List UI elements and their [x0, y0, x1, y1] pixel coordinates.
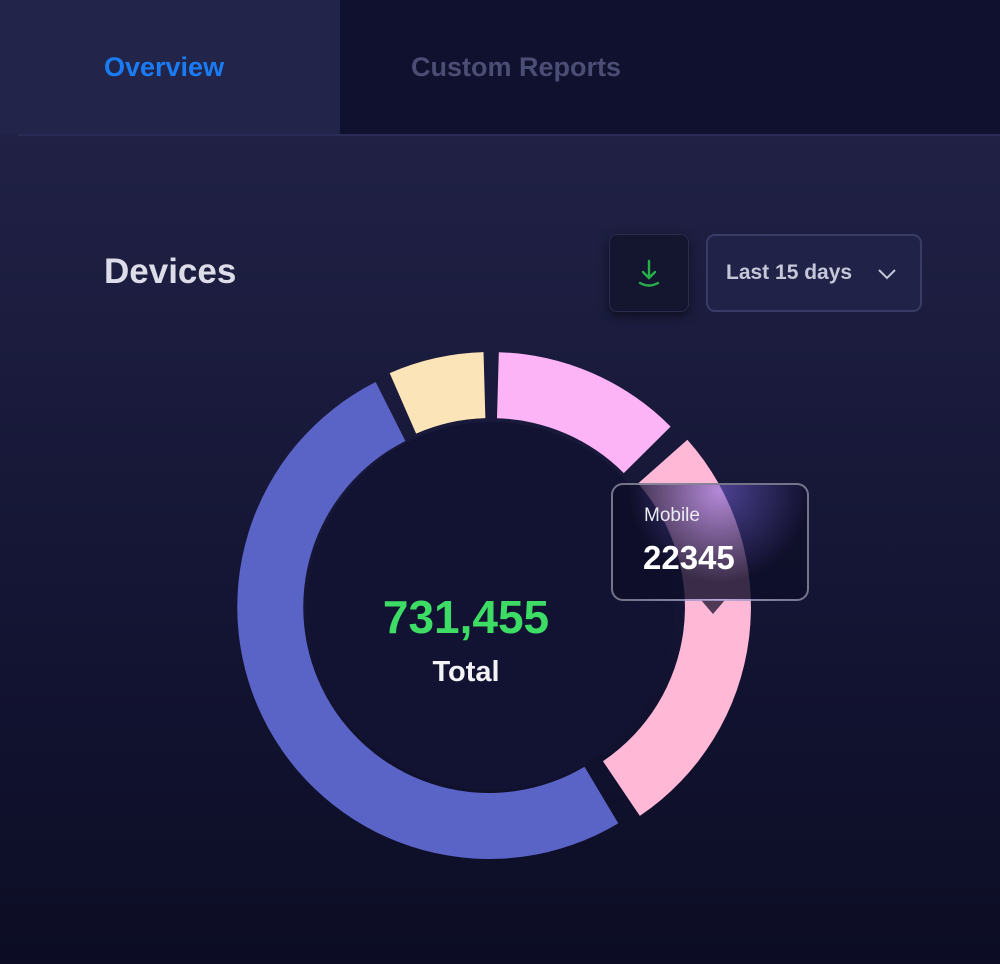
divider — [18, 134, 1000, 136]
tab-bar: Overview Custom Reports — [0, 0, 1000, 134]
download-button[interactable] — [609, 234, 689, 312]
card-title: Devices — [104, 252, 237, 291]
tab-overview-label: Overview — [104, 51, 225, 82]
donut-segment-3[interactable] — [389, 352, 486, 434]
date-range-value: Last 15 days — [726, 261, 853, 284]
tab-custom-reports[interactable]: Custom Reports — [340, 0, 621, 134]
tooltip-arrow — [701, 600, 725, 614]
total-value: 731,455 — [382, 591, 550, 643]
tooltip-value: 22345 — [643, 539, 735, 576]
donut-hole — [307, 422, 675, 790]
download-icon — [638, 259, 660, 287]
chevron-down-icon — [878, 269, 896, 280]
donut-segment-2[interactable] — [237, 382, 619, 859]
donut-segment-0[interactable] — [496, 352, 671, 474]
total-label: Total — [432, 656, 500, 688]
tab-custom-reports-label: Custom Reports — [411, 51, 622, 82]
date-range-select[interactable]: Last 15 days — [706, 234, 922, 312]
tooltip-label: Mobile — [644, 505, 700, 526]
tab-overview[interactable]: Overview — [0, 0, 340, 134]
tooltip: Mobile 22345 — [611, 483, 809, 601]
